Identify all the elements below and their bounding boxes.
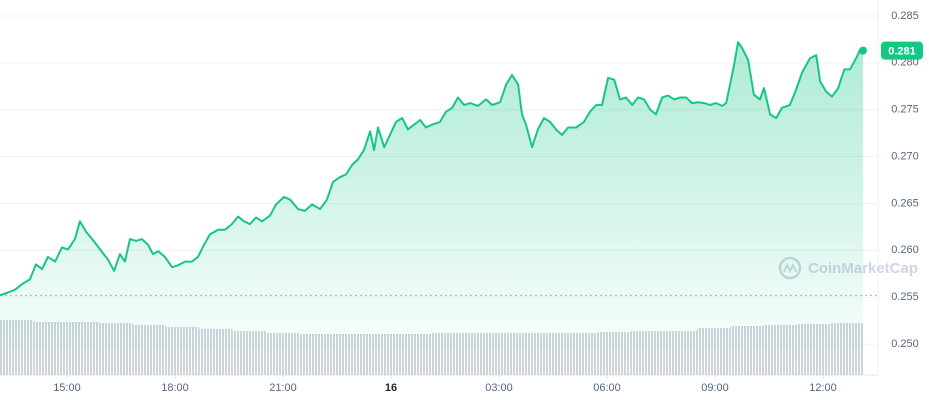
y-tick-label: 0.265 [891,197,919,209]
area [0,42,863,375]
x-tick-label: 03:00 [485,382,513,394]
last-point [859,46,867,55]
y-tick-label: 0.280 [891,57,919,69]
y-tick-label: 0.285 [891,10,919,22]
y-tick-label: 0.270 [891,150,919,162]
x-tick-label: 12:00 [809,382,837,394]
price-line [0,41,864,297]
x-tick-label: 09:00 [701,382,729,394]
x-tick-label: 06:00 [593,382,621,394]
x-tick-label: 15:00 [53,382,81,394]
price-badge-label: 0.281 [888,46,916,58]
x-tick-label: 16 [385,382,397,394]
price-badge [881,41,923,60]
y-tick-label: 0.260 [891,244,919,256]
y-tick-label: 0.275 [891,104,919,116]
x-tick-label: 21:00 [269,382,297,394]
x-tick-label: 18:00 [161,382,189,394]
y-tick-label: 0.255 [891,291,919,303]
y-tick-label: 0.250 [891,338,919,350]
